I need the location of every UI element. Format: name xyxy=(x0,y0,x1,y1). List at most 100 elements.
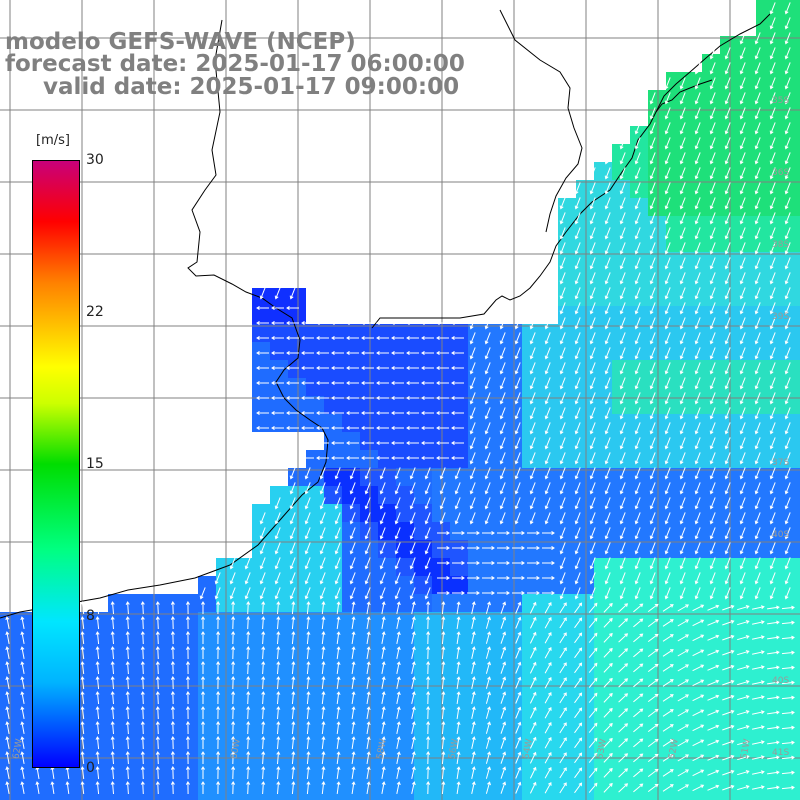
lat-label: 40S xyxy=(772,676,790,686)
wind-arrow xyxy=(409,497,416,510)
wind-arrow xyxy=(781,755,795,760)
wind-arrow xyxy=(316,380,329,386)
wind-arrow xyxy=(664,437,671,450)
wind-arrow xyxy=(769,2,776,15)
wind-speed-cell xyxy=(540,666,558,684)
wind-arrow xyxy=(451,320,464,326)
wind-arrow xyxy=(291,691,296,705)
wind-speed-cell xyxy=(792,702,800,720)
wind-arrow xyxy=(364,542,371,555)
wind-arrow xyxy=(767,725,780,730)
wind-speed-cell xyxy=(270,486,288,504)
wind-speed-cell xyxy=(126,792,144,800)
wind-speed-cell xyxy=(108,774,126,792)
wind-arrow xyxy=(574,407,581,420)
wind-arrow xyxy=(351,616,356,629)
wind-arrow xyxy=(80,631,85,645)
wind-speed-cell xyxy=(252,684,270,702)
wind-arrow xyxy=(451,440,464,446)
wind-speed-cell xyxy=(126,594,144,612)
wind-arrow xyxy=(140,691,145,705)
wind-arrow xyxy=(125,661,130,675)
wind-arrow xyxy=(301,455,314,461)
wind-arrow xyxy=(589,452,596,465)
wind-arrow xyxy=(351,646,356,659)
wind-arrow xyxy=(619,542,626,555)
wind-arrow xyxy=(722,604,735,611)
wind-arrow xyxy=(291,781,296,795)
wind-speed-cell xyxy=(594,774,612,792)
wind-speed-cell xyxy=(630,666,648,684)
wind-speed-cell xyxy=(630,792,648,800)
wind-speed-cell xyxy=(702,756,720,774)
lat-label: 40S xyxy=(772,530,790,540)
wind-arrow xyxy=(452,530,465,536)
wind-speed-cell xyxy=(90,738,108,756)
wind-arrow xyxy=(604,287,611,300)
wind-speed-cell xyxy=(756,666,774,684)
wind-speed-cell xyxy=(432,702,450,720)
wind-arrow xyxy=(351,736,356,749)
wind-arrow xyxy=(155,631,160,645)
wind-arrow xyxy=(110,601,115,615)
wind-arrow xyxy=(351,721,356,734)
wind-arrow xyxy=(20,721,25,734)
wind-arrow xyxy=(276,661,281,675)
wind-speed-cell xyxy=(378,576,396,594)
wind-speed-cell xyxy=(180,648,198,666)
wind-arrow xyxy=(649,482,656,495)
wind-speed-cell xyxy=(558,198,576,216)
wind-arrow xyxy=(319,572,326,585)
wind-speed-cell xyxy=(216,612,234,630)
wind-arrow xyxy=(649,332,656,345)
wind-speed-cell xyxy=(792,684,800,702)
wind-speed-cell xyxy=(594,792,612,800)
wind-speed-cell xyxy=(666,414,684,432)
wind-arrow xyxy=(274,527,281,540)
wind-arrow xyxy=(451,455,464,461)
wind-arrow xyxy=(316,455,329,461)
wind-speed-cell xyxy=(702,486,720,504)
wind-speed-cell xyxy=(450,666,468,684)
wind-speed-cell xyxy=(702,666,720,684)
wind-arrow xyxy=(529,736,537,749)
wind-arrow xyxy=(451,350,464,356)
wind-speed-cell xyxy=(612,756,630,774)
wind-speed-cell xyxy=(126,684,144,702)
wind-arrow xyxy=(724,137,731,150)
wind-arrow xyxy=(20,676,25,689)
wind-speed-cell xyxy=(486,324,504,342)
wind-speed-cell xyxy=(576,288,594,306)
wind-arrow xyxy=(366,676,371,689)
wind-arrow xyxy=(471,706,476,720)
wind-arrow xyxy=(769,362,776,375)
wind-speed-cell xyxy=(648,576,666,594)
wind-arrow xyxy=(482,575,495,581)
wind-arrow xyxy=(707,724,720,731)
wind-speed-cell xyxy=(450,558,468,576)
wind-speed-cell xyxy=(576,594,594,612)
wind-speed-cell xyxy=(576,468,594,486)
wind-speed-cell xyxy=(198,702,216,720)
wind-arrow xyxy=(542,530,555,536)
wind-speed-cell xyxy=(558,774,576,792)
wind-speed-cell xyxy=(450,504,468,522)
wind-speed-cell xyxy=(378,702,396,720)
wind-arrow xyxy=(737,650,750,656)
wind-arrow xyxy=(574,212,581,225)
wind-speed-cell xyxy=(252,756,270,774)
wind-speed-cell xyxy=(792,468,800,486)
wind-speed-cell xyxy=(504,360,522,378)
wind-speed-cell xyxy=(180,612,198,630)
wind-speed-cell xyxy=(684,702,702,720)
wind-arrow xyxy=(426,751,431,765)
wind-speed-cell xyxy=(234,702,252,720)
wind-arrow xyxy=(679,302,686,315)
wind-arrow xyxy=(634,137,641,150)
wind-arrow xyxy=(5,721,10,734)
wind-arrow xyxy=(271,335,284,341)
wind-speed-cell xyxy=(756,702,774,720)
wind-speed-cell xyxy=(576,486,594,504)
wind-speed-cell xyxy=(702,738,720,756)
wind-arrow xyxy=(289,542,296,555)
